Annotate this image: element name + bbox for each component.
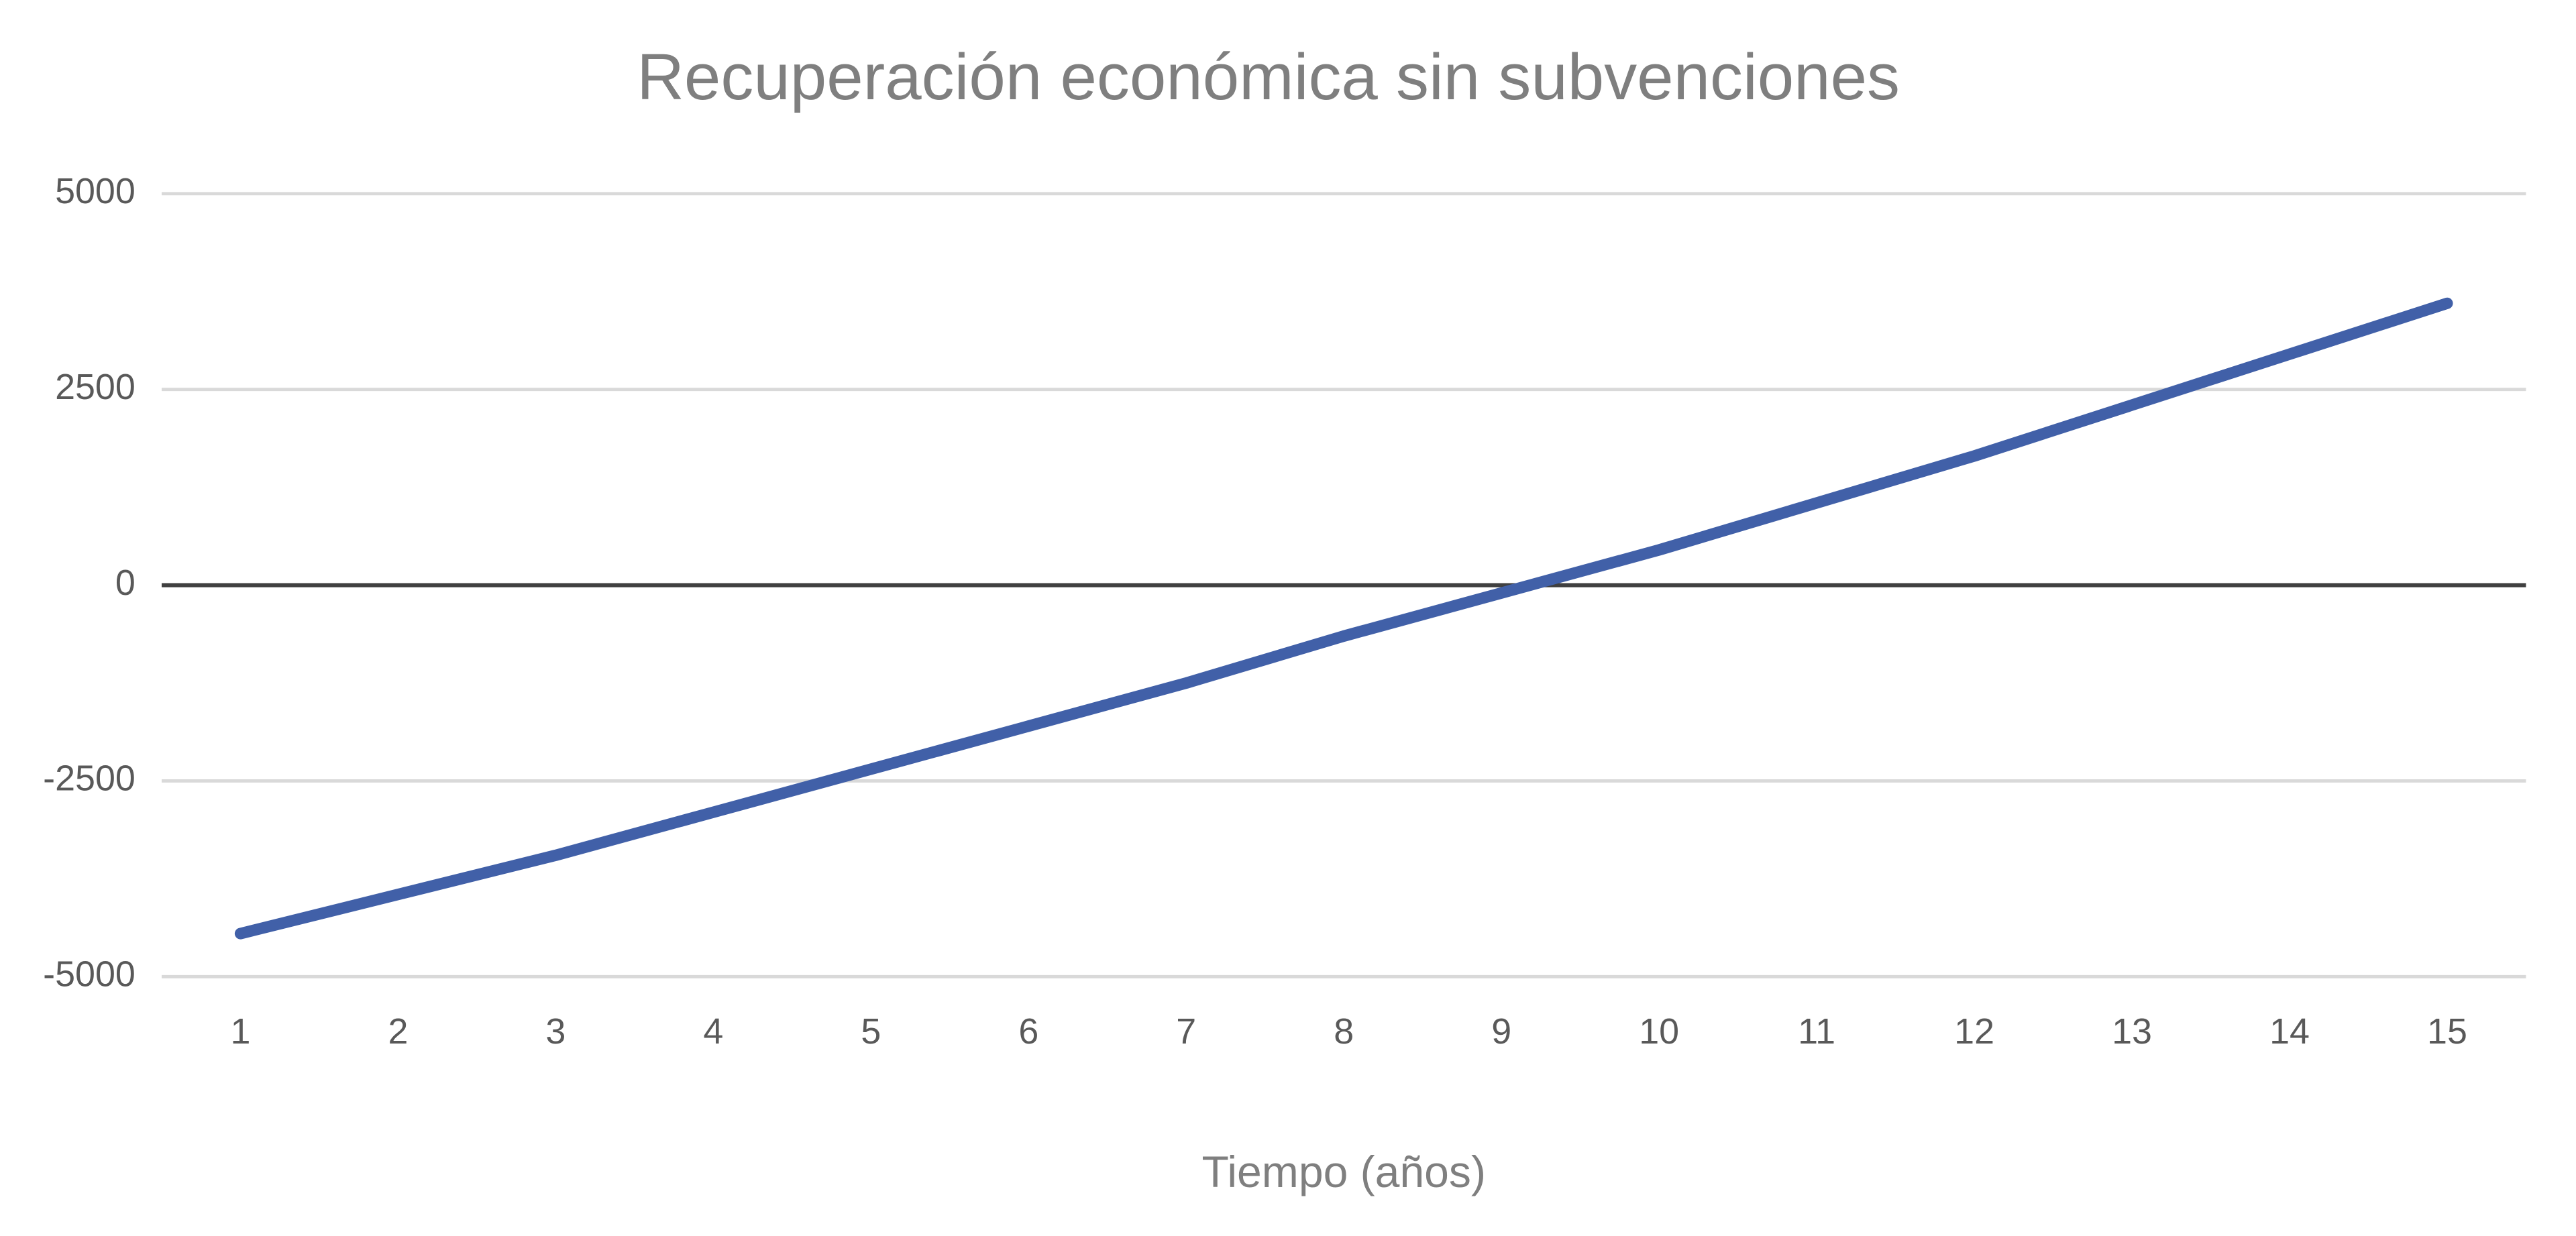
chart-title: Recuperación económica sin subvenciones (637, 40, 1900, 113)
y-tick-label: -2500 (43, 759, 136, 799)
data-line (234, 297, 2453, 940)
x-tick-label: 7 (1176, 1011, 1196, 1052)
x-axis-title: Tiempo (años) (1201, 1147, 1486, 1197)
x-tick-label: 11 (1798, 1011, 1835, 1052)
x-tick-label: 10 (1639, 1011, 1679, 1052)
x-tick-label: 5 (861, 1011, 881, 1052)
x-tick-label: 1 (230, 1011, 250, 1052)
x-tick-label: 2 (388, 1011, 408, 1052)
x-tick-label: 4 (703, 1011, 723, 1052)
x-tick-label: 12 (1954, 1011, 1994, 1052)
y-tick-label: 2500 (55, 367, 136, 407)
x-tick-label: 13 (2112, 1011, 2152, 1052)
x-tick-label: 6 (1018, 1011, 1038, 1052)
x-tick-label: 8 (1334, 1011, 1354, 1052)
x-tick-label: 14 (2269, 1011, 2310, 1052)
x-tick-label: 9 (1491, 1011, 1511, 1052)
y-tick-label: 0 (115, 563, 136, 603)
y-tick-label: 5000 (55, 171, 136, 211)
x-tick-label: 15 (2427, 1011, 2467, 1052)
y-tick-label: -5000 (43, 954, 136, 995)
x-tick-label: 3 (545, 1011, 566, 1052)
